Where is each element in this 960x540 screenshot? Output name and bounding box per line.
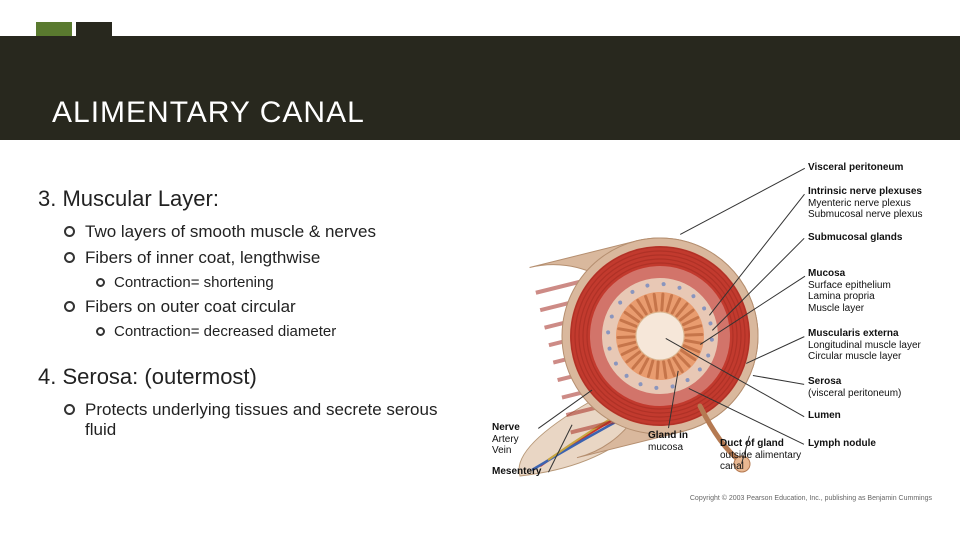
bullet-icon	[64, 301, 75, 312]
label-right-3: MucosaSurface epitheliumLamina propriaMu…	[808, 268, 891, 314]
label-right-4: Muscularis externaLongitudinal muscle la…	[808, 328, 921, 363]
label-left-mesentery: Mesentery	[492, 466, 541, 478]
list-item: Contraction= shortening	[96, 274, 468, 291]
label-left-vessels: NerveArteryVein	[492, 422, 520, 457]
label-right-5: Serosa(visceral peritoneum)	[808, 376, 901, 399]
heading-section-3: 3. Muscular Layer:	[38, 186, 468, 212]
accent-block-dark	[76, 22, 112, 36]
list-text: Fibers on outer coat circular	[85, 297, 296, 317]
bullet-icon	[64, 252, 75, 263]
list-text: Protects underlying tissues and secrete …	[85, 400, 468, 440]
list-text: Contraction= shortening	[114, 274, 274, 291]
label-right-7: Lymph nodule	[808, 438, 876, 450]
list-item: Contraction= decreased diameter	[96, 323, 468, 340]
anatomy-diagram: Copyright © 2003 Pearson Education, Inc.…	[498, 158, 938, 506]
list-item: Fibers on outer coat circular	[64, 297, 468, 317]
heading-section-4: 4. Serosa: (outermost)	[38, 364, 468, 390]
list-item: Two layers of smooth muscle & nerves	[64, 222, 468, 242]
list-item: Fibers of inner coat, lengthwise	[64, 248, 468, 268]
label-center-1: Duct of glandoutside alimentarycanal	[720, 438, 801, 473]
copyright-line: Copyright © 2003 Pearson Education, Inc.…	[690, 495, 932, 502]
label-center-0: Gland inmucosa	[648, 430, 688, 453]
accent-block-green	[36, 22, 72, 36]
list-text: Fibers of inner coat, lengthwise	[85, 248, 320, 268]
bullet-icon	[64, 226, 75, 237]
label-right-1: Intrinsic nerve plexusesMyenteric nerve …	[808, 186, 923, 221]
bullet-icon	[96, 278, 105, 287]
list-item: Protects underlying tissues and secrete …	[64, 400, 468, 440]
text-column: 3. Muscular Layer: Two layers of smooth …	[38, 186, 468, 446]
label-right-2: Submucosal glands	[808, 232, 902, 244]
label-right-6: Lumen	[808, 410, 841, 422]
bullet-icon	[96, 327, 105, 336]
label-right-0: Visceral peritoneum	[808, 162, 903, 174]
slide-title: ALIMENTARY CANAL	[52, 96, 365, 130]
list-text: Two layers of smooth muscle & nerves	[85, 222, 376, 242]
list-text: Contraction= decreased diameter	[114, 323, 336, 340]
accent-strip	[36, 22, 112, 36]
bullet-icon	[64, 404, 75, 415]
